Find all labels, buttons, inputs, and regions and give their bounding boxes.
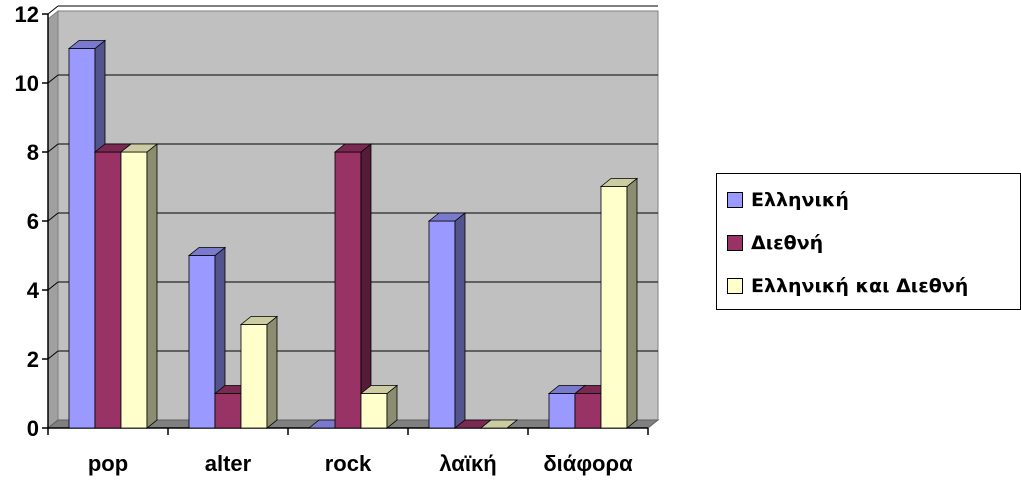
bar-side xyxy=(266,315,278,429)
legend: Ελληνική Διεθνή Ελληνική και Διεθνή xyxy=(716,173,1021,310)
bar-top xyxy=(333,143,373,153)
x-axis: pop alter rock λαϊκή διάφορα xyxy=(47,427,649,476)
gridline-side xyxy=(47,5,59,15)
bar-top xyxy=(119,143,159,153)
bar xyxy=(119,143,159,429)
gridline-side xyxy=(47,281,59,291)
bar xyxy=(239,315,279,429)
y-tick-label: 6 xyxy=(27,209,39,234)
bar xyxy=(359,384,399,429)
bars xyxy=(67,39,639,429)
gridline-side xyxy=(47,74,59,84)
bar xyxy=(599,177,639,429)
y-tick-label: 4 xyxy=(27,278,40,303)
legend-label-diethni: Διεθνή xyxy=(751,232,824,254)
bar xyxy=(187,246,227,429)
bar-top xyxy=(427,212,467,222)
bar-top xyxy=(187,247,227,256)
y-tick-label: 8 xyxy=(27,140,39,165)
bar-side xyxy=(454,212,466,429)
bar-front xyxy=(600,186,628,429)
legend-item-ellinikh: Ελληνική xyxy=(727,186,849,214)
bar-front xyxy=(428,220,456,429)
gridline-side xyxy=(47,212,59,222)
bar-front xyxy=(120,151,148,429)
bar-side xyxy=(360,143,372,429)
bar xyxy=(333,143,373,429)
bar-side xyxy=(146,143,158,429)
bar-front xyxy=(360,393,388,429)
bar-front xyxy=(68,48,96,429)
bar-front xyxy=(94,151,122,429)
x-tick-label: διάφορα xyxy=(543,451,633,476)
y-tick-label: 10 xyxy=(15,71,39,96)
bar-top xyxy=(239,316,279,325)
bar-top xyxy=(359,385,399,394)
legend-label-ellinikh: Ελληνική xyxy=(751,189,849,211)
legend-item-diethni: Διεθνή xyxy=(727,229,823,257)
x-tick-label: pop xyxy=(88,451,128,476)
bar-side xyxy=(626,177,638,429)
bar-front xyxy=(574,393,602,429)
legend-item-ellinikh-kai-diethni: Ελληνική και Διεθνή xyxy=(727,272,968,300)
y-axis: 0 2 4 6 8 10 12 xyxy=(15,2,49,441)
bar-front xyxy=(188,255,216,429)
legend-swatch-diethni xyxy=(727,235,743,251)
bar-front xyxy=(240,324,268,429)
bar-top xyxy=(599,178,639,187)
y-tick-label: 2 xyxy=(27,347,39,372)
x-tick-label: λαϊκή xyxy=(439,451,496,476)
legend-swatch-ellinikh-kai-diethni xyxy=(727,278,743,294)
bar-top xyxy=(479,419,519,429)
gridline-side xyxy=(47,350,59,360)
x-tick-label: rock xyxy=(325,451,372,476)
bar-top xyxy=(67,40,107,49)
bar xyxy=(479,419,519,429)
bar-front xyxy=(548,393,576,429)
y-tick-label: 12 xyxy=(15,2,39,27)
bar xyxy=(427,212,467,429)
legend-swatch-ellinikh xyxy=(727,192,743,208)
x-tick-label: alter xyxy=(205,451,252,476)
y-tick-label: 0 xyxy=(27,416,39,441)
legend-label-ellinikh-kai-diethni: Ελληνική και Διεθνή xyxy=(751,275,969,297)
bar-front xyxy=(214,393,242,429)
bar-front xyxy=(334,151,362,429)
gridline-side xyxy=(47,143,59,153)
